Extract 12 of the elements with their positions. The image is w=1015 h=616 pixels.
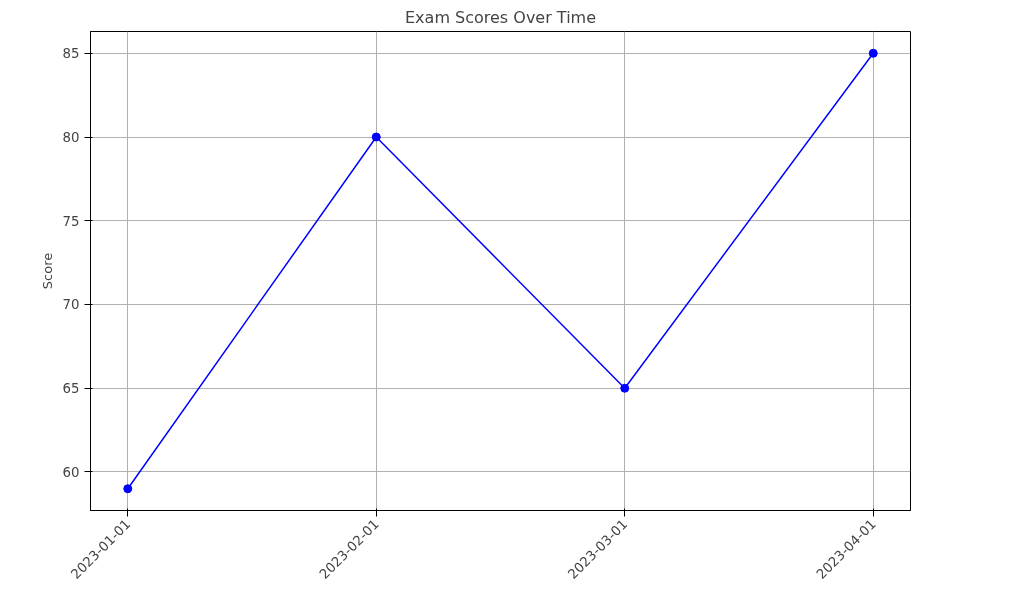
y-tick-label: 70 — [62, 297, 80, 313]
y-axis-title: Score — [39, 252, 55, 290]
y-tick-label: 85 — [62, 46, 80, 62]
y-tick-label: 80 — [62, 130, 80, 146]
point — [620, 383, 630, 393]
y-tick-label: 60 — [62, 464, 80, 480]
y-tick-label: 65 — [62, 381, 80, 397]
point — [868, 48, 878, 58]
point — [123, 484, 133, 494]
point — [371, 132, 381, 142]
chart-title: Exam Scores Over Time — [404, 7, 597, 27]
y-tick-label: 75 — [62, 213, 80, 229]
